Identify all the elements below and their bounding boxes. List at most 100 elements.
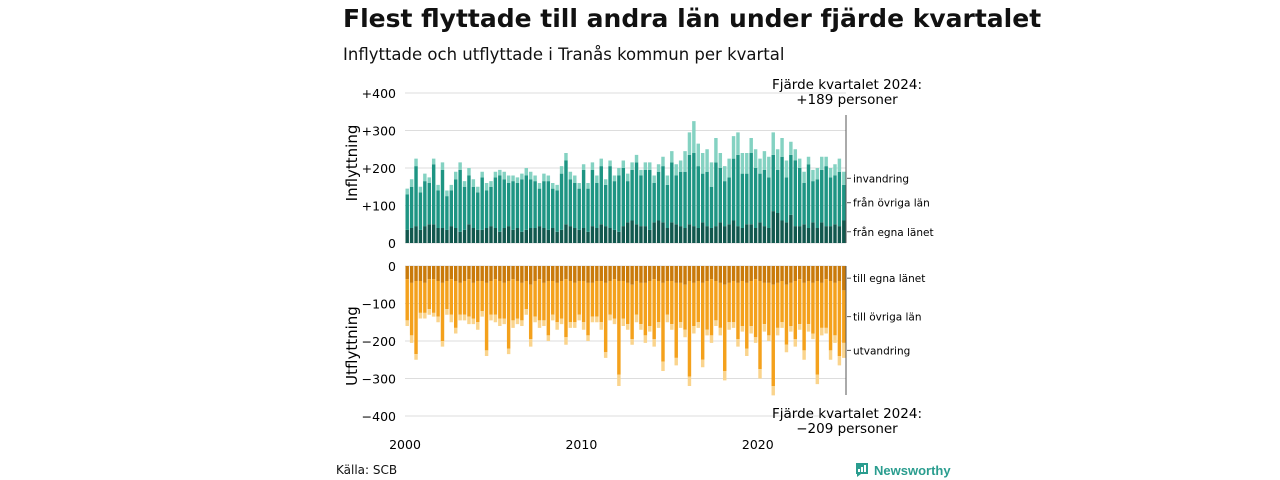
inflow-bar-segment (414, 166, 418, 227)
outflow-bar-segment (797, 266, 802, 280)
inflow-bar-segment (767, 156, 771, 178)
outflow-bar-segment (705, 266, 709, 281)
inflow-bar-segment (564, 160, 568, 225)
inflow-bar-segment (815, 168, 820, 180)
inflow-bar-segment (506, 175, 511, 183)
outflow-bar-segment (590, 266, 595, 283)
outflow-bar-segment (405, 320, 409, 327)
outflow-bar-segment (515, 266, 520, 281)
inflow-bar-segment (449, 190, 454, 227)
inflow-bar-segment (515, 183, 520, 228)
outflow-bar-segment (431, 312, 436, 317)
inflow-bar-segment (409, 179, 414, 187)
inflow-bar-segment (811, 222, 815, 244)
inflow-bar-segment (595, 183, 599, 228)
outflow-bar-segment (656, 281, 661, 323)
inflow-bar-segment (581, 169, 586, 229)
outflow-bar-segment (811, 282, 815, 334)
inflow-bar-segment (590, 169, 595, 227)
outflow-bar-segment (824, 327, 828, 334)
outflow-bar-segment (405, 266, 409, 280)
outflow-bar-segment (811, 266, 815, 283)
outflow-bar-segment (837, 281, 842, 356)
inflow-bar-segment (709, 186, 714, 228)
inflow-bar-segment (793, 149, 798, 161)
inflow-bar-segment (524, 229, 528, 244)
inflow-bar-segment (648, 229, 652, 244)
outflow-bar-segment (683, 284, 687, 330)
inflow-bar-segment (577, 188, 581, 230)
outflow-bar-segment (612, 318, 617, 325)
inflow-bar-segment (718, 153, 723, 168)
inflow-tick-label: +200 (362, 161, 396, 176)
outflow-bar-segment (670, 324, 674, 330)
inflow-bar-segment (771, 154, 775, 212)
outflow-bar-segment (471, 282, 476, 319)
inflow-bar-segment (828, 168, 833, 178)
outflow-bar-segment (696, 281, 700, 323)
x-tick-label: 2020 (742, 437, 774, 452)
inflow-bar-segment (467, 224, 471, 243)
inflow-bar-segment (723, 166, 727, 182)
outflow-axis-title: Utflyttning (343, 306, 361, 386)
outflow-bar-segment (476, 266, 480, 281)
inflow-bar-segment (445, 196, 449, 230)
outflow-bar-segment (674, 282, 678, 358)
outflow-series-label: utvandring (853, 345, 910, 357)
outflow-bar-segment (714, 281, 718, 321)
inflow-bar-segment (427, 224, 431, 243)
inflow-bar-segment (445, 190, 449, 197)
outflow-bar-segment (498, 318, 502, 326)
inflow-bar-segment (775, 213, 780, 243)
inflow-bar-segment (533, 175, 537, 182)
inflow-bar-segment (471, 179, 476, 187)
outflow-bar-segment (842, 290, 846, 343)
inflow-bar-segment (678, 226, 683, 244)
outflow-bar-segment (793, 266, 798, 281)
inflow-bar-segment (630, 162, 634, 170)
inflow-bar-segment (696, 228, 700, 243)
inflow-bar-segment (454, 179, 458, 228)
inflow-bar-segment (603, 184, 608, 227)
inflow-bar-segment (670, 222, 674, 244)
outflow-bar-segment (498, 266, 502, 281)
outflow-bar-segment (559, 281, 564, 319)
inflow-bar-segment (665, 228, 670, 243)
outflow-bar-segment (546, 335, 551, 342)
outflow-tick-labels: 0 −100 −200 −300 −400 (362, 259, 396, 424)
outflow-bar-segment (700, 266, 705, 283)
outflow-bar-segment (767, 335, 771, 342)
outflow-bar-segment (780, 281, 784, 323)
inflow-bar-segment (705, 149, 709, 172)
outflow-bar-segment (648, 326, 652, 332)
outflow-bar-segment (458, 266, 462, 283)
outflow-bar-segment (652, 266, 656, 280)
inflow-bar-segment (533, 181, 537, 229)
outflow-bar-segment (480, 311, 484, 317)
outflow-bar-segment (709, 279, 714, 336)
outflow-bar-segment (806, 281, 811, 325)
outflow-tick-label: −200 (362, 334, 396, 349)
inflow-bar-segment (476, 192, 480, 230)
inflow-bar-segment (692, 121, 696, 154)
outflow-bar-segment (440, 282, 445, 342)
outflow-bar-segment (820, 327, 824, 336)
outflow-bar-segment (445, 281, 449, 310)
inflow-bar-segment (762, 226, 767, 244)
inflow-bar-segment (789, 141, 793, 155)
outflow-bar-segment (678, 282, 683, 323)
inflow-annotation-line1: Fjärde kvartalet 2024: (772, 77, 922, 93)
inflow-bar-segment (612, 175, 617, 182)
inflow-axis-title: Inflyttning (343, 125, 361, 202)
outflow-bar-segment (454, 266, 458, 281)
outflow-bar-segment (736, 339, 740, 347)
outflow-bar-segment (723, 371, 727, 381)
inflow-bar-segment (427, 183, 431, 225)
outflow-bar-segment (533, 316, 537, 323)
inflow-bar-segment (749, 153, 753, 225)
outflow-bar-segment (427, 279, 431, 310)
outflow-bar-segment (467, 316, 471, 325)
inflow-bar-segment (431, 224, 436, 243)
outflow-bar-segment (793, 281, 798, 340)
outflow-bar-segment (837, 356, 842, 366)
